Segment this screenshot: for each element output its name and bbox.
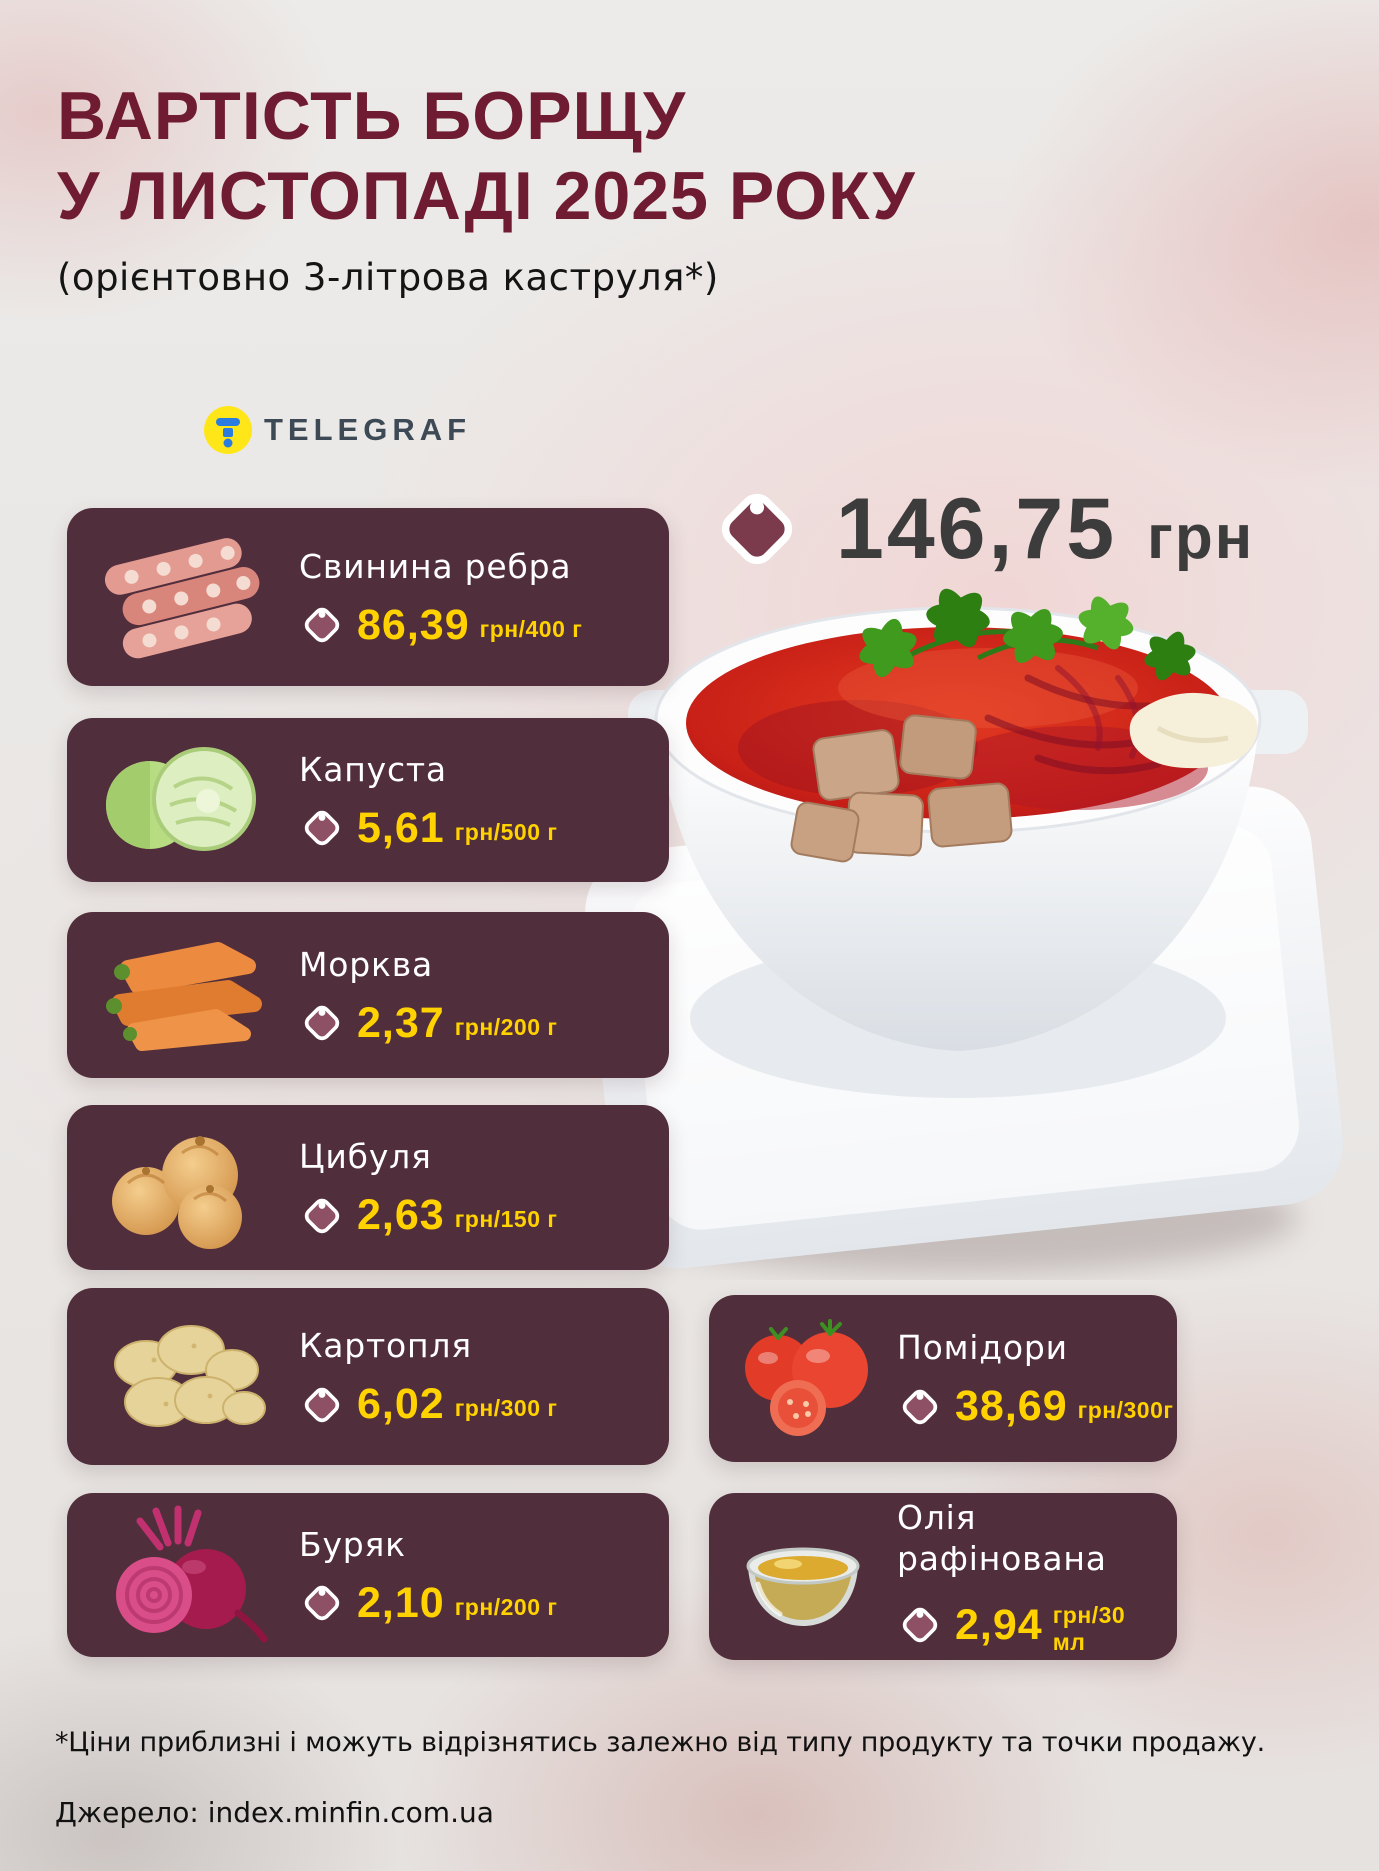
parsley-garnish [859, 588, 1196, 681]
price-tag-icon [299, 602, 345, 648]
price-tag-icon [299, 1193, 345, 1239]
total-price-currency: грн [1147, 502, 1255, 572]
ingredient-card-carrot: Морква 2,37 грн/200 г [67, 912, 669, 1078]
ingredient-unit: грн/300г [1077, 1397, 1174, 1424]
ingredient-card-beet: Буряк 2,10 грн/200 г [67, 1493, 669, 1657]
borscht-bowl-image [585, 588, 1343, 1274]
ingredient-card-cabbage: Капуста 5,61 грн/500 г [67, 718, 669, 882]
footer-source: Джерело: index.minfin.com.ua [55, 1796, 494, 1829]
price-tag-icon [897, 1384, 943, 1430]
carrot-image [67, 930, 299, 1060]
ingredient-price: 6,02 [357, 1380, 445, 1429]
telegraf-logo-text: TELEGRAF [264, 412, 472, 447]
beet-image [67, 1505, 299, 1645]
ingredient-name: Свинина ребра [299, 546, 572, 586]
tomato-image [709, 1316, 897, 1441]
ingredient-unit: грн/150 г [454, 1206, 558, 1233]
pork-ribs-image [67, 532, 299, 662]
potato-image [67, 1312, 299, 1442]
oil-image [709, 1514, 897, 1639]
telegraf-logo-icon [204, 406, 252, 454]
ingredient-card-tomato: Помідори 38,69 грн/300г [709, 1295, 1177, 1462]
price-tag-icon [299, 1000, 345, 1046]
ingredient-price: 2,37 [357, 998, 445, 1047]
page-title-line2: У ЛИСТОПАДІ 2025 РОКУ [57, 158, 916, 234]
ingredient-card-onion: Цибуля 2,63 грн/150 г [67, 1105, 669, 1270]
total-price: 146,75 грн [710, 482, 1254, 576]
telegraf-logo: TELEGRAF [204, 406, 471, 454]
ingredient-price: 2,63 [357, 1191, 445, 1240]
ingredient-unit: грн/300 г [454, 1395, 558, 1422]
ingredient-name: Капуста [299, 749, 447, 789]
price-tag-icon [299, 805, 345, 851]
ingredient-name: Картопля [299, 1326, 472, 1366]
ingredient-card-potato: Картопля 6,02 грн/300 г [67, 1288, 669, 1465]
ingredient-price: 2,10 [357, 1578, 445, 1627]
page-title-line1: ВАРТІСТЬ БОРЩУ [57, 78, 687, 154]
ingredient-name: Буряк [299, 1524, 406, 1564]
ingredient-unit: грн/30 мл [1052, 1602, 1126, 1656]
ingredient-price: 5,61 [357, 803, 445, 852]
ingredient-name: Цибуля [299, 1137, 432, 1177]
ingredient-name: Помідори [897, 1328, 1068, 1368]
price-tag-icon [299, 1580, 345, 1626]
ingredient-name: Олія рафінована [897, 1497, 1107, 1578]
cabbage-image [67, 735, 299, 865]
ingredient-unit: грн/400 г [479, 615, 583, 642]
price-tag-icon [897, 1602, 943, 1648]
total-price-tag-icon [710, 482, 804, 576]
footer-disclaimer: *Ціни приблизні і можуть відрізнятись за… [55, 1727, 1265, 1758]
page-subtitle: (орієнтовно 3-літрова каструля*) [57, 256, 719, 299]
ingredient-unit: грн/200 г [454, 1013, 558, 1040]
ingredient-price: 86,39 [357, 600, 470, 649]
ingredient-card-pork-ribs: Свинина ребра 86,39 грн/400 г [67, 508, 669, 686]
onion-image [67, 1123, 299, 1253]
price-tag-icon [299, 1382, 345, 1428]
ingredient-price: 2,94 [955, 1600, 1043, 1649]
ingredient-name: Морква [299, 944, 434, 984]
total-price-value: 146,75 [836, 480, 1118, 577]
ingredient-unit: грн/500 г [454, 818, 558, 845]
ingredient-unit: грн/200 г [454, 1593, 558, 1620]
ingredient-price: 38,69 [955, 1382, 1068, 1431]
page-title: ВАРТІСТЬ БОРЩУ У ЛИСТОПАДІ 2025 РОКУ [57, 76, 916, 236]
ingredient-card-oil: Олія рафінована 2,94 грн/30 мл [709, 1493, 1177, 1660]
